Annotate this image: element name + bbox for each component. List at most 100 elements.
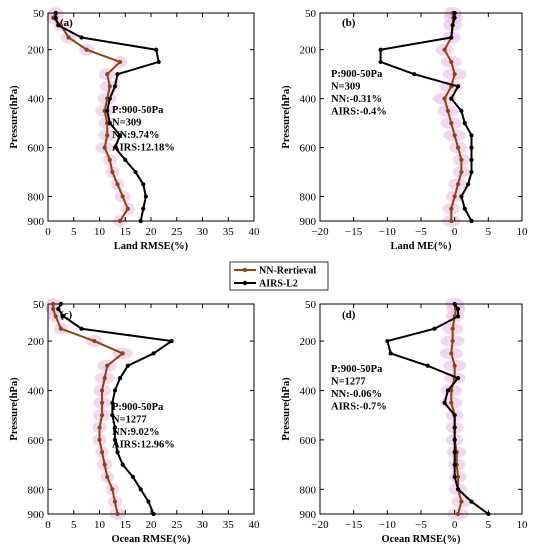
panel-label: (a) bbox=[60, 17, 73, 29]
data-point bbox=[449, 351, 454, 356]
data-point bbox=[469, 169, 474, 175]
x-tick-label: −5 bbox=[415, 519, 427, 531]
x-tick-label: 30 bbox=[197, 226, 209, 238]
data-point bbox=[110, 169, 115, 175]
y-tick-label: 900 bbox=[300, 216, 317, 228]
data-point bbox=[452, 437, 457, 442]
x-tick-label: 40 bbox=[249, 226, 261, 238]
y-tick-label: 50 bbox=[33, 299, 45, 311]
series-line-airs bbox=[54, 13, 160, 222]
data-point bbox=[102, 376, 107, 381]
data-point bbox=[107, 157, 112, 162]
data-point bbox=[138, 487, 143, 492]
data-point bbox=[459, 169, 464, 175]
data-point bbox=[123, 157, 128, 162]
stats-line: P:900-50Pa bbox=[331, 364, 383, 375]
y-tick-label: 200 bbox=[28, 45, 45, 57]
y-tick-label: 200 bbox=[28, 336, 45, 348]
x-tick-label: 0 bbox=[45, 519, 51, 531]
data-point bbox=[469, 499, 474, 504]
stats-line: AIRS:-0.7% bbox=[331, 402, 387, 413]
data-point bbox=[133, 169, 138, 175]
data-point bbox=[442, 400, 447, 405]
data-point bbox=[452, 194, 457, 199]
data-point bbox=[452, 425, 457, 430]
data-point bbox=[112, 425, 118, 430]
data-point bbox=[449, 388, 454, 393]
data-point bbox=[452, 301, 457, 307]
data-point bbox=[462, 121, 467, 126]
x-tick-label: −5 bbox=[415, 226, 427, 238]
data-point bbox=[141, 182, 146, 187]
data-point bbox=[105, 72, 110, 77]
chart-panel-c: 0 5 10 15 20 25 30 35 40 50 200 400 600 800 900 Ocean R… bbox=[9, 298, 260, 545]
y-axis-label: Pressure(hPa) bbox=[9, 377, 20, 441]
x-tick-label: −10 bbox=[379, 519, 397, 531]
data-point bbox=[449, 59, 454, 65]
data-point bbox=[84, 47, 89, 52]
stats-line: N=1277 bbox=[112, 415, 147, 426]
data-point bbox=[58, 326, 63, 331]
x-tick-label: 35 bbox=[223, 519, 235, 531]
stats-line: NN:9.74% bbox=[112, 130, 160, 141]
y-tick-label: 50 bbox=[305, 8, 317, 20]
data-point bbox=[445, 108, 451, 113]
data-point bbox=[455, 511, 461, 517]
data-point bbox=[156, 59, 161, 65]
data-point bbox=[452, 413, 457, 418]
y-tick-label: 900 bbox=[28, 509, 45, 521]
x-tick-label: 0 bbox=[452, 519, 458, 531]
stats-line: AIRS:-0.4% bbox=[331, 107, 387, 118]
data-point bbox=[112, 437, 118, 442]
data-point bbox=[452, 450, 457, 455]
y-tick-label: 400 bbox=[28, 94, 45, 106]
data-point bbox=[486, 511, 491, 517]
y-axis-label: Pressure(hPa) bbox=[281, 377, 292, 441]
data-point bbox=[449, 96, 454, 101]
data-point bbox=[110, 487, 115, 492]
data-point bbox=[112, 499, 118, 504]
data-point bbox=[107, 96, 112, 101]
x-tick-label: −20 bbox=[311, 519, 329, 531]
data-point bbox=[53, 15, 58, 20]
data-point bbox=[118, 376, 123, 381]
data-point bbox=[51, 306, 56, 312]
data-point bbox=[455, 145, 461, 150]
data-point bbox=[455, 84, 461, 89]
data-point bbox=[459, 157, 464, 162]
x-tick-label: 5 bbox=[486, 519, 492, 531]
data-point bbox=[455, 376, 461, 381]
data-point bbox=[469, 145, 474, 150]
x-tick-label: 20 bbox=[146, 519, 158, 531]
data-point bbox=[452, 72, 457, 77]
data-point bbox=[102, 462, 107, 467]
data-point bbox=[146, 499, 151, 504]
x-tick-label: −15 bbox=[345, 519, 363, 531]
x-tick-label: 20 bbox=[146, 226, 158, 238]
y-tick-label: 600 bbox=[28, 143, 45, 155]
chart-panel-b: −20 −15 −10 −5 0 5 10 50 200 400 600 800 900 Land ME(… bbox=[281, 7, 528, 252]
data-point bbox=[449, 121, 454, 126]
x-tick-label: 10 bbox=[517, 226, 529, 238]
x-tick-label: 25 bbox=[171, 226, 183, 238]
y-tick-label: 400 bbox=[300, 385, 317, 397]
x-tick-label: 10 bbox=[517, 519, 529, 531]
data-point bbox=[118, 59, 123, 65]
x-tick-label: 5 bbox=[486, 226, 492, 238]
stats-line: AIRS:12.96% bbox=[112, 440, 175, 451]
x-tick-label: −20 bbox=[311, 226, 329, 238]
data-point bbox=[51, 301, 56, 307]
chart-panel-d: −20 −15 −10 −5 0 5 10 50 200 400 600 800 900 Ocean RM… bbox=[281, 298, 528, 545]
data-point bbox=[118, 133, 123, 138]
data-point bbox=[97, 437, 102, 442]
data-point bbox=[154, 47, 159, 52]
data-point bbox=[455, 306, 461, 312]
legend-label-nn: NN-Rertieval bbox=[259, 266, 316, 277]
data-point bbox=[452, 474, 457, 480]
data-point bbox=[469, 218, 474, 224]
stats-line: P:900-50Pa bbox=[331, 69, 383, 80]
data-point bbox=[56, 306, 61, 312]
data-point bbox=[99, 400, 105, 405]
y-tick-label: 200 bbox=[300, 45, 317, 57]
data-point bbox=[151, 511, 156, 517]
